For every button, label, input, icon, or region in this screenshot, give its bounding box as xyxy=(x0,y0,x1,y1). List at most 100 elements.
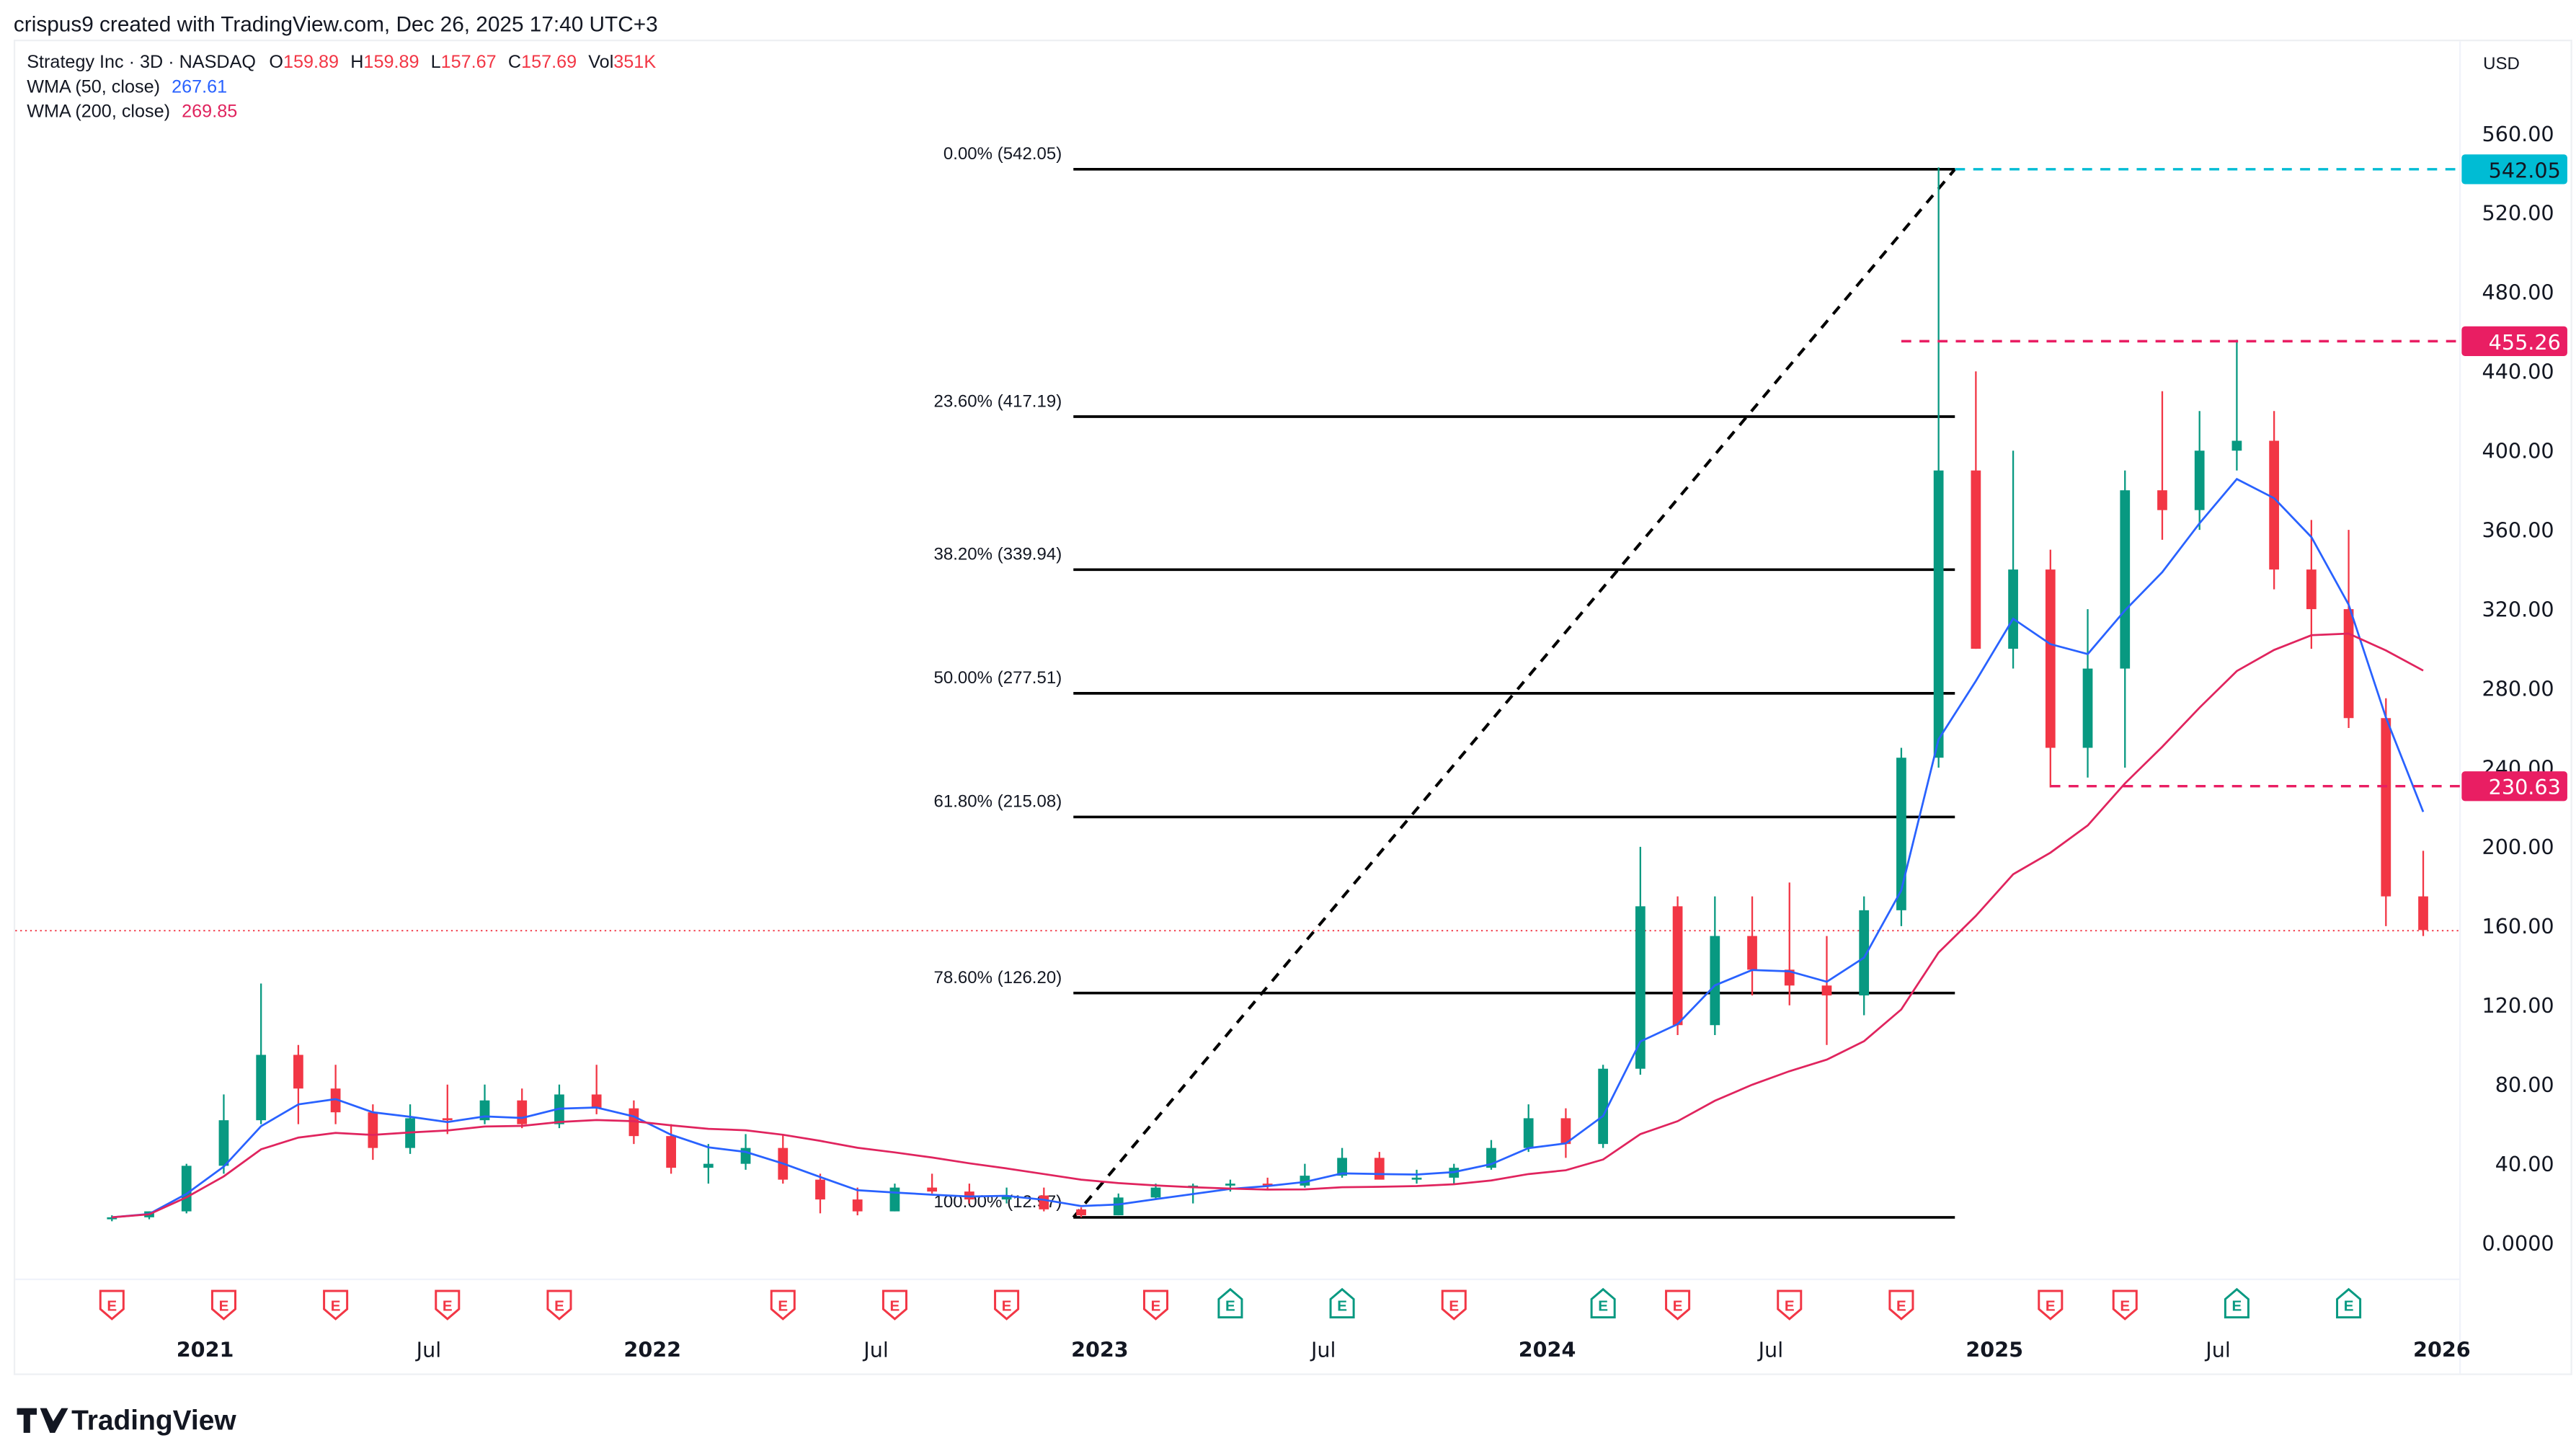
currency-label[interactable]: USD xyxy=(2483,54,2520,74)
candle-body xyxy=(1896,758,1906,910)
price-level-badge-label: 230.63 xyxy=(2489,775,2561,799)
earnings-marker[interactable]: E xyxy=(994,1289,1020,1320)
price-level-badge xyxy=(2461,771,2567,802)
earnings-beat-icon xyxy=(2224,1287,2249,1319)
candle-body xyxy=(1076,1209,1086,1216)
earnings-marker[interactable]: E xyxy=(1217,1287,1243,1319)
earnings-marker-label: E xyxy=(1337,1297,1347,1314)
candle-body xyxy=(1971,470,1981,649)
earnings-marker[interactable]: E xyxy=(2038,1289,2064,1320)
candle-body xyxy=(2269,440,2280,570)
candle-body xyxy=(2343,609,2354,719)
time-tick-label: Jul xyxy=(862,1338,889,1362)
earnings-beat-icon xyxy=(1329,1287,1355,1319)
earnings-marker-label: E xyxy=(443,1297,453,1314)
earnings-marker-label: E xyxy=(2120,1297,2130,1314)
candle-body xyxy=(1784,969,1795,986)
candle-body xyxy=(1635,906,1645,1069)
candle-body xyxy=(2194,450,2205,510)
earnings-miss-icon xyxy=(323,1289,349,1320)
candle xyxy=(1635,846,1645,1075)
candle xyxy=(2157,391,2167,540)
earnings-marker[interactable]: E xyxy=(1888,1289,1914,1320)
earnings-marker[interactable]: E xyxy=(1777,1289,1803,1320)
earnings-marker[interactable]: E xyxy=(210,1289,236,1320)
candle xyxy=(591,1065,602,1114)
candle xyxy=(368,1104,378,1160)
volume-value: 351K xyxy=(613,52,656,72)
earnings-miss-icon xyxy=(2112,1289,2138,1320)
earnings-marker[interactable]: E xyxy=(1590,1287,1616,1319)
candle xyxy=(1971,371,1981,649)
wma200-label[interactable]: WMA (200, close) xyxy=(27,102,170,122)
candle xyxy=(2194,411,2205,531)
low-label: L xyxy=(431,52,441,72)
wma50-value: 267.61 xyxy=(172,76,227,97)
earnings-marker-label: E xyxy=(2046,1297,2056,1314)
price-tick-label: 320.00 xyxy=(2482,597,2554,621)
price-tick-label: 200.00 xyxy=(2482,835,2554,859)
price-tick-label: 520.00 xyxy=(2482,201,2554,226)
svg-text:Strategy Inc · 3D · NASDAQ: Strategy Inc · 3D · NASDAQ O159.89 H159.… xyxy=(27,52,656,72)
high-value: 159.89 xyxy=(363,52,419,72)
candle-body xyxy=(368,1112,378,1148)
price-tick-label: 120.00 xyxy=(2482,993,2554,1018)
symbol-label[interactable]: Strategy Inc · 3D · NASDAQ xyxy=(27,52,256,72)
time-tick-label: 2025 xyxy=(1966,1338,2023,1362)
candle-body xyxy=(1933,470,1944,758)
wma50-label[interactable]: WMA (50, close) xyxy=(27,76,160,97)
earnings-marker[interactable]: E xyxy=(881,1289,907,1320)
tradingview-logo-text: TradingView xyxy=(71,1405,236,1436)
earnings-marker[interactable]: E xyxy=(1329,1287,1355,1319)
candle xyxy=(1560,1108,1571,1158)
earnings-marker[interactable]: E xyxy=(323,1289,349,1320)
tradingview-logo[interactable]: TradingView xyxy=(17,1405,237,1436)
candle xyxy=(1523,1104,1534,1153)
price-tick-label: 80.00 xyxy=(2495,1073,2554,1097)
candle xyxy=(1821,936,1832,1045)
earnings-marker[interactable]: E xyxy=(1142,1289,1169,1320)
earnings-miss-icon xyxy=(2038,1289,2064,1320)
earnings-marker[interactable]: E xyxy=(1665,1289,1691,1320)
earnings-marker-label: E xyxy=(1673,1297,1683,1314)
candle xyxy=(2306,520,2317,649)
earnings-marker[interactable]: E xyxy=(435,1289,461,1320)
high-label: H xyxy=(350,52,363,72)
earnings-marker[interactable]: E xyxy=(99,1289,125,1320)
earnings-marker-label: E xyxy=(1896,1297,1906,1314)
price-tick-label: 0.0000 xyxy=(2482,1231,2554,1256)
wma200-value: 269.85 xyxy=(182,102,237,122)
wma50-line xyxy=(112,477,2425,1219)
earnings-marker[interactable]: E xyxy=(2112,1289,2138,1320)
candle-body xyxy=(1039,1195,1049,1209)
earnings-marker-label: E xyxy=(1598,1297,1608,1314)
low-value: 157.67 xyxy=(441,52,497,72)
candle xyxy=(889,1184,900,1212)
earnings-miss-icon xyxy=(1888,1289,1914,1320)
candle-body xyxy=(107,1217,117,1220)
chart-frame xyxy=(13,39,2572,1375)
earnings-marker[interactable]: E xyxy=(770,1289,796,1320)
svg-text:WMA (50, close) 267.61: WMA (50, close) 267.61 xyxy=(27,76,227,97)
candle-body xyxy=(2008,569,2018,649)
earnings-marker[interactable]: E xyxy=(546,1289,572,1320)
candle-body xyxy=(1225,1184,1235,1186)
candle-body xyxy=(666,1136,676,1168)
earnings-marker[interactable]: E xyxy=(1441,1289,1467,1320)
earnings-beat-icon xyxy=(1590,1287,1616,1319)
tradingview-logo-icon xyxy=(17,1408,68,1433)
earnings-marker[interactable]: E xyxy=(2336,1287,2362,1319)
earnings-marker-label: E xyxy=(2344,1297,2354,1314)
candle xyxy=(479,1084,490,1124)
time-axis[interactable]: 2021 Jul 2022 Jul 2023 Jul 2024 Jul 2025 Jul 2026 xyxy=(177,1338,2471,1362)
plot-area: 0.00% (542.05) 23.60% (417.19) 38.20% (339… xyxy=(15,144,2461,1222)
candle-body xyxy=(1374,1158,1385,1180)
price-axis[interactable]: 560.00 520.00 480.00 440.00 400.00 360.00 320.… xyxy=(2461,122,2567,1256)
candle-body xyxy=(218,1120,229,1166)
earnings-marker[interactable]: E xyxy=(2224,1287,2249,1319)
candle-body xyxy=(517,1100,528,1124)
time-tick-label: 2022 xyxy=(623,1338,681,1362)
time-tick-label: Jul xyxy=(1757,1338,1784,1362)
